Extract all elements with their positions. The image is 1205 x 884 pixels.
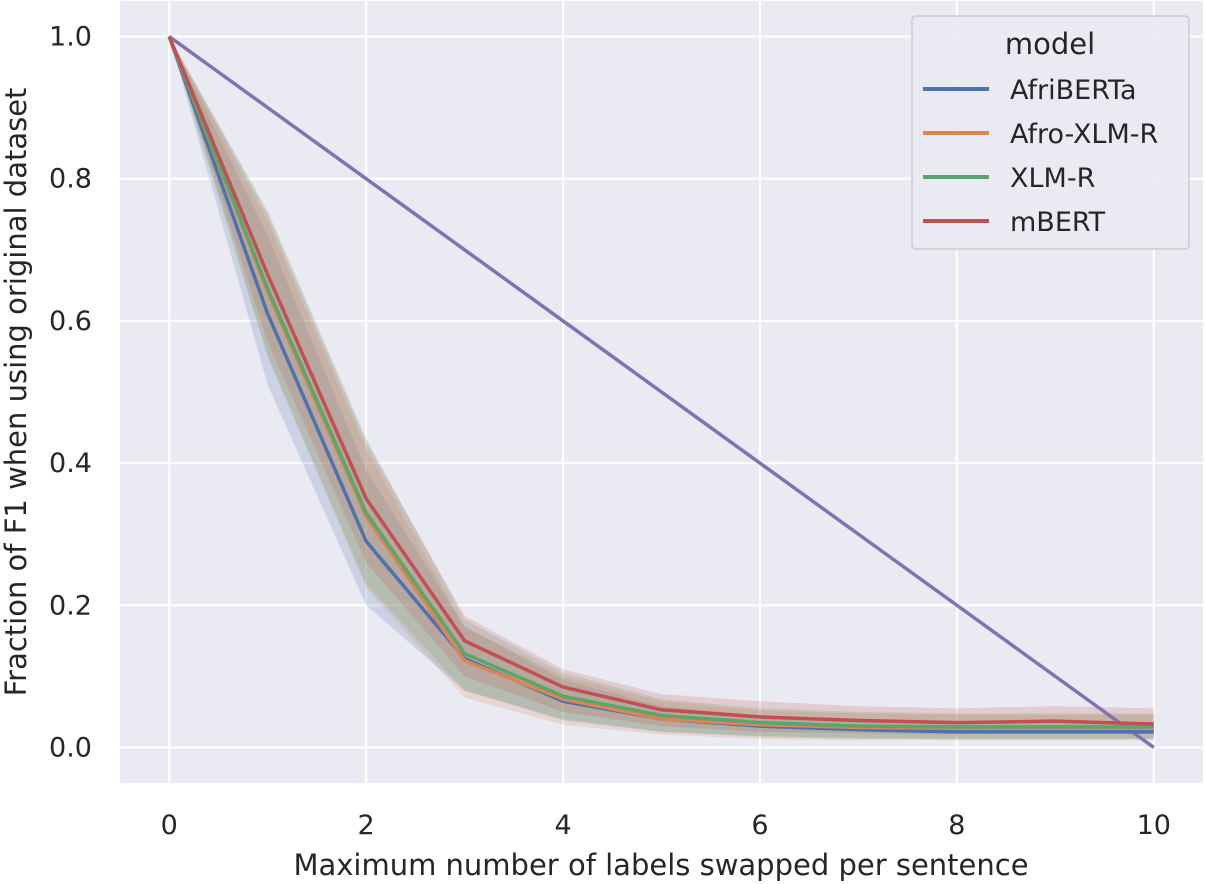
y-tick-label: 0.2 <box>49 590 92 621</box>
legend-label: XLM-R <box>1010 163 1095 194</box>
confidence-bands <box>169 36 1154 741</box>
y-axis-label: Fraction of F1 when using original datas… <box>0 88 33 697</box>
y-tick-label: 0.4 <box>49 448 92 479</box>
y-tick-label: 1.0 <box>49 22 92 53</box>
confidence-band-afro-xlm-r <box>169 36 1154 741</box>
x-axis-label: Maximum number of labels swapped per sen… <box>293 848 1028 882</box>
confidence-band-mbert <box>169 36 1154 735</box>
reference-line <box>168 35 1155 749</box>
y-tick-label: 0.6 <box>49 306 92 337</box>
legend-label: mBERT <box>1010 207 1106 238</box>
y-tick-label: 0.8 <box>49 164 92 195</box>
x-tick-label: 6 <box>751 810 768 841</box>
x-tick-label: 8 <box>948 810 965 841</box>
series-line-xlm-r <box>167 35 1154 729</box>
legend-label: AfriBERTa <box>1010 75 1137 106</box>
x-tick-label: 10 <box>1137 810 1171 841</box>
x-tick-label: 4 <box>554 810 571 841</box>
x-tick-label: 2 <box>358 810 375 841</box>
legend-box <box>911 15 1190 250</box>
legend: model AfriBERTa Afro-XLM-R XLM-R mBERT <box>911 15 1190 250</box>
legend-label: Afro-XLM-R <box>1010 119 1158 150</box>
legend-title: model <box>1005 27 1095 61</box>
x-tick-label: 0 <box>161 810 178 841</box>
series-line-mbert <box>167 35 1154 726</box>
confidence-band-xlm-r <box>169 36 1154 739</box>
tick-labels: 0 2 4 6 8 10 0.0 0.2 0.4 0.6 0.8 1.0 <box>49 22 1171 841</box>
legend-items: AfriBERTa Afro-XLM-R XLM-R mBERT <box>923 75 1158 238</box>
confidence-band-afriberta <box>169 36 1154 739</box>
series-lines <box>167 35 1155 749</box>
y-tick-label: 0.0 <box>49 732 92 763</box>
